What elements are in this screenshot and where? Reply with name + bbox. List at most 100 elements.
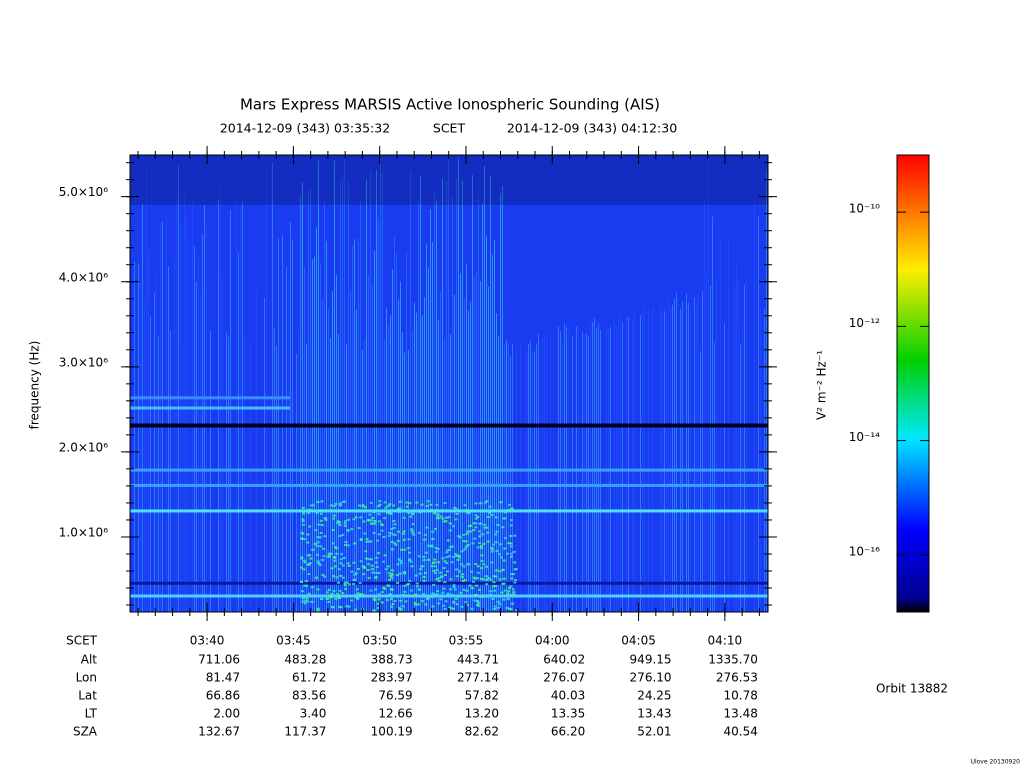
texture	[474, 563, 478, 566]
texture	[369, 519, 373, 522]
texture	[343, 500, 347, 503]
texture	[536, 343, 537, 612]
table-row-label: Alt	[81, 653, 98, 667]
texture	[130, 406, 290, 410]
texture	[288, 279, 289, 612]
texture	[502, 559, 506, 562]
texture	[419, 568, 423, 571]
table-cell: 1335.70	[708, 653, 758, 667]
texture	[406, 594, 410, 597]
texture	[382, 536, 386, 539]
texture	[367, 540, 371, 543]
texture	[413, 602, 417, 605]
texture	[481, 533, 485, 536]
texture	[316, 609, 320, 612]
texture	[362, 520, 366, 523]
texture	[300, 581, 304, 584]
texture	[463, 548, 467, 551]
texture	[350, 599, 354, 602]
texture	[303, 538, 307, 541]
texture	[409, 589, 413, 592]
table-row-label: SCET	[66, 634, 98, 648]
texture	[311, 548, 315, 551]
texture	[308, 562, 312, 565]
texture	[362, 349, 363, 612]
texture	[146, 165, 147, 612]
texture	[353, 573, 357, 576]
texture	[512, 591, 516, 594]
texture	[361, 504, 365, 507]
texture	[384, 510, 388, 513]
texture	[362, 573, 366, 576]
texture	[493, 607, 497, 610]
texture	[332, 590, 336, 593]
texture	[384, 506, 388, 509]
texture	[336, 593, 340, 596]
texture	[436, 514, 440, 517]
texture	[303, 602, 307, 605]
texture	[462, 180, 463, 612]
texture	[405, 505, 409, 508]
texture	[332, 517, 336, 520]
texture	[461, 573, 465, 576]
texture	[460, 563, 464, 566]
texture	[301, 520, 305, 523]
texture	[302, 568, 306, 571]
texture	[320, 263, 321, 612]
texture	[509, 555, 513, 558]
texture	[196, 282, 197, 612]
texture	[662, 307, 663, 612]
texture	[664, 311, 665, 612]
texture	[706, 268, 707, 612]
texture	[511, 602, 515, 605]
texture	[302, 182, 303, 612]
texture	[300, 557, 304, 560]
texture	[301, 506, 305, 509]
texture	[408, 551, 412, 554]
texture	[448, 522, 452, 525]
texture	[510, 573, 514, 576]
texture	[422, 559, 426, 562]
texture	[616, 323, 617, 612]
texture	[130, 509, 768, 513]
texture	[564, 323, 565, 612]
texture	[438, 319, 439, 612]
texture	[436, 513, 440, 516]
texture	[430, 209, 431, 612]
texture	[310, 188, 311, 612]
texture	[680, 308, 681, 612]
texture	[460, 550, 464, 553]
texture	[454, 294, 455, 612]
texture	[396, 539, 400, 542]
texture	[498, 336, 499, 612]
texture	[327, 509, 331, 512]
texture	[460, 605, 464, 608]
texture	[415, 501, 419, 504]
texture	[377, 607, 381, 610]
texture	[398, 507, 402, 510]
texture	[194, 246, 195, 612]
texture	[307, 592, 311, 595]
texture	[478, 542, 482, 545]
texture	[478, 535, 482, 538]
texture	[491, 585, 495, 588]
texture	[319, 519, 323, 522]
texture	[302, 559, 306, 562]
texture	[408, 579, 412, 582]
texture	[486, 515, 490, 518]
texture	[426, 500, 430, 503]
table-cell: 13.35	[551, 707, 585, 721]
texture	[377, 505, 381, 508]
texture	[313, 542, 317, 545]
texture	[473, 594, 477, 597]
texture	[346, 344, 347, 612]
texture	[498, 603, 502, 606]
texture	[509, 534, 513, 537]
texture	[480, 559, 484, 562]
texture	[390, 540, 394, 543]
texture	[356, 309, 357, 612]
texture	[430, 565, 434, 568]
texture	[377, 571, 381, 574]
texture	[502, 517, 506, 520]
texture	[512, 343, 513, 612]
